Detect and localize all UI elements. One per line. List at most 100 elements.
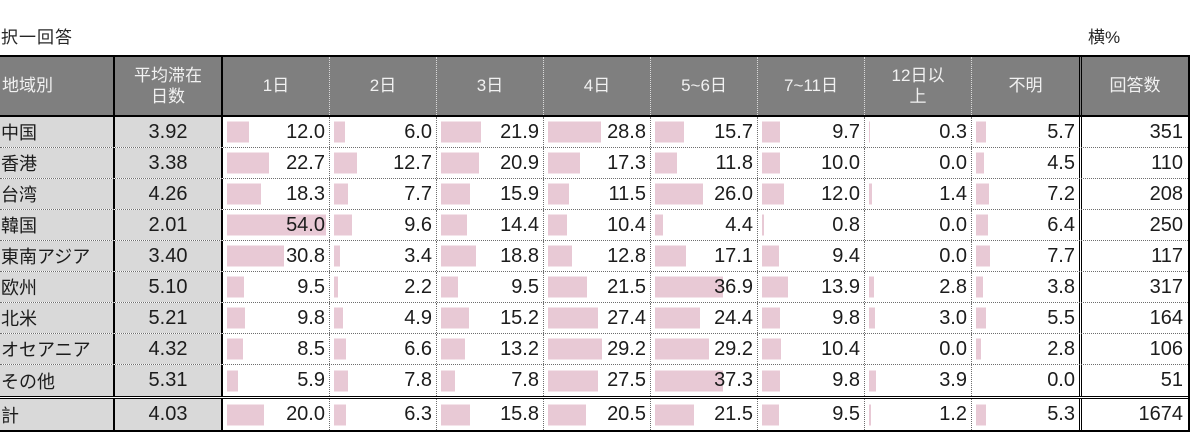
databar [762,404,780,425]
region-label: 韓国 [1,216,37,236]
table-row: 東南アジア 3.40 30.8 3.4 18.8 12.8 17.1 9.4 0.0 7.7 1… [0,241,1188,272]
stay-length-table: 地域別 平均滞在 日数 1日 2日 3日 4日 5~6日 7~11日 12日以 上 不明 回答数… [0,55,1190,432]
databar [976,404,986,425]
percent-cell: 37.3 [651,365,758,396]
percent-cell: 26.0 [651,179,758,209]
percent-value: 20.5 [607,403,646,425]
percent-cell: 0.0 [865,334,972,364]
databar [655,404,695,425]
databar [334,152,358,174]
databar [334,307,343,329]
region-cell: 計 [0,399,115,430]
percent-cell: 13.2 [437,334,544,364]
avg-stay-value: 5.21 [148,306,188,329]
avg-stay-value: 4.03 [148,403,188,425]
region-cell: 中国 [0,117,115,147]
percent-cell: 3.0 [865,303,972,333]
percent-value: 24.4 [714,306,753,329]
databar [655,214,664,236]
percent-cell: 1.2 [865,399,972,430]
table-row: 韓国 2.01 54.0 9.6 14.4 10.4 4.4 0.8 0.0 6.4 250 [0,210,1188,241]
percent-value: 10.4 [821,337,860,360]
percent-cell: 5.7 [972,117,1079,147]
table-row: 台湾 4.26 18.3 7.7 15.9 11.5 26.0 12.0 1.4 7.2 208 [0,179,1188,210]
region-cell: 香港 [0,148,115,178]
percent-value: 9.7 [832,120,860,143]
percent-cell: 7.7 [972,241,1079,271]
databar [762,370,780,391]
percent-value: 29.2 [607,337,646,360]
percent-value: 15.7 [714,120,753,143]
responses-cell: 110 [1079,148,1188,178]
databar [334,338,347,360]
percent-cell: 9.5 [223,272,330,302]
databar [655,245,687,267]
responses-value: 351 [1149,120,1183,143]
percent-value: 27.4 [607,306,646,329]
databar [762,214,764,236]
percent-value: 13.2 [500,337,539,360]
percent-cell: 9.6 [330,210,437,240]
region-label: 欧州 [1,278,37,298]
percent-cell: 11.5 [544,179,651,209]
databar [548,214,568,236]
percent-cell: 11.8 [651,148,758,178]
column-header-day: 不明 [1008,76,1043,96]
percent-value: 3.8 [1047,275,1075,298]
databar [441,307,469,329]
responses-value: 106 [1149,337,1183,360]
percent-cell: 0.3 [865,117,972,147]
percent-value: 15.9 [500,182,539,205]
avg-stay-value: 2.01 [148,213,188,236]
percent-cell: 0.0 [972,365,1079,396]
avg-stay-value: 3.38 [148,151,188,174]
region-label: 北米 [1,309,37,329]
column-header-responses: 回答数 [1079,57,1188,115]
column-header-day: 4日 [544,57,651,115]
databar [548,152,580,174]
responses-cell: 1674 [1079,399,1188,430]
databar [334,214,352,236]
databar [762,276,788,298]
databar [334,245,341,267]
percent-value: 14.4 [500,213,539,236]
databar [762,121,780,143]
avg-stay-value: 3.92 [148,120,188,143]
percent-cell: 9.5 [758,399,865,430]
percent-cell: 21.9 [437,117,544,147]
table-row: 香港 3.38 22.7 12.7 20.9 17.3 11.8 10.0 0.0 4.5 11… [0,148,1188,179]
databar [334,404,346,425]
percent-value: 4.4 [725,213,753,236]
avg-stay-cell: 4.26 [115,179,223,209]
percent-cell: 14.4 [437,210,544,240]
table-row: 欧州 5.10 9.5 2.2 9.5 21.5 36.9 13.9 2.8 3.8 317 [0,272,1188,303]
percent-value: 11.8 [715,151,753,174]
percent-cell: 13.9 [758,272,865,302]
databar [762,338,782,360]
percent-cell: 0.0 [865,241,972,271]
percent-value: 37.3 [714,369,753,391]
percent-value: 10.0 [821,151,860,174]
databar [655,307,700,329]
percent-cell: 27.5 [544,365,651,396]
databar [334,370,349,391]
percent-value: 26.0 [714,182,753,205]
percent-value: 29.2 [714,337,753,360]
column-header-day: 12日以 上 [865,57,972,115]
databar [227,214,326,236]
table-row: 中国 3.92 12.0 6.0 21.9 28.8 15.7 9.7 0.3 5.7 351 [0,117,1188,148]
percent-value: 20.9 [500,151,539,174]
percent-cell: 21.5 [651,399,758,430]
databar [441,152,480,174]
percent-cell: 15.9 [437,179,544,209]
percent-value: 0.3 [939,120,967,143]
percent-value: 22.7 [286,151,325,174]
databar [548,276,588,298]
avg-stay-value: 5.31 [148,369,188,391]
percent-cell: 0.0 [865,210,972,240]
responses-value: 164 [1149,306,1183,329]
percent-cell: 7.8 [437,365,544,396]
percent-cell: 29.2 [651,334,758,364]
percent-value: 21.9 [500,120,539,143]
databar [976,276,983,298]
